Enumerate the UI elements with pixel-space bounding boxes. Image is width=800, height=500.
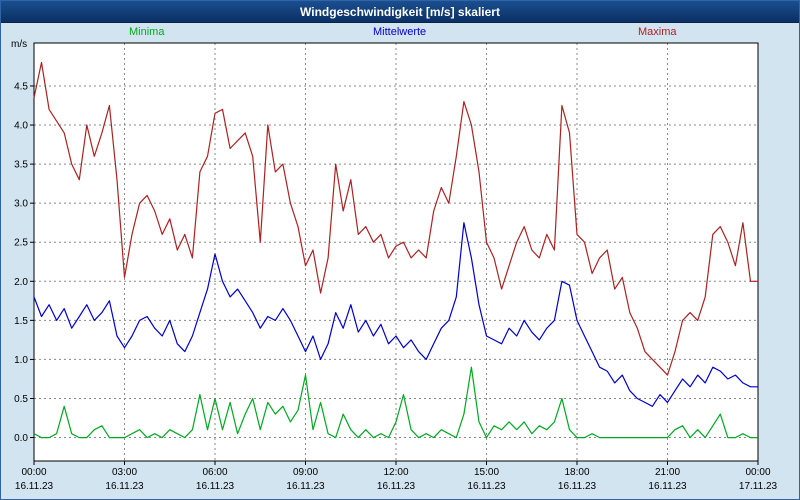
legend-maxima: Maxima (638, 26, 677, 38)
y-tick-label: 0.0 (14, 433, 28, 444)
window-title: Windgeschwindigkeit [m/s] skaliert (300, 4, 500, 19)
x-tick-time-label: 18:00 (564, 467, 589, 478)
window-titlebar: Windgeschwindigkeit [m/s] skaliert (1, 1, 799, 23)
x-tick-time-label: 00:00 (745, 467, 770, 478)
x-tick-date-label: 16.11.23 (558, 481, 597, 492)
x-tick-time-label: 12:00 (383, 467, 408, 478)
y-tick-label: 4.5 (14, 81, 28, 92)
wind-speed-line-chart: 0.0 0.5 1.0 1.5 2.0 2.5 3.0 3.5 4.0 4.5 00:00 16.11… (14, 42, 778, 492)
legend-minima: Minima (129, 26, 165, 38)
x-tick-time-label: 21:00 (655, 467, 680, 478)
x-tick-date-label: 16.11.23 (15, 481, 54, 492)
series-line-mittelwerte (33, 222, 758, 407)
x-tick-date-label: 16.11.23 (105, 481, 144, 492)
plot-border (33, 42, 759, 462)
y-tick-label: 3.5 (14, 160, 28, 171)
y-axis-unit-label: m/s (11, 39, 28, 50)
x-tick-time-label: 06:00 (202, 467, 227, 478)
x-tick-time-label: 03:00 (112, 467, 137, 478)
x-tick-date-label: 16.11.23 (648, 481, 687, 492)
x-tick-time-label: 09:00 (293, 467, 318, 478)
y-tick-label: 1.5 (14, 316, 28, 327)
y-tick-label: 3.0 (14, 199, 28, 210)
x-tick-date-label: 16.11.23 (286, 481, 325, 492)
y-tick-label: 1.0 (14, 355, 28, 366)
x-tick-time-label: 00:00 (21, 467, 46, 478)
series-line-maxima (33, 61, 758, 376)
x-tick-date-label: 16.11.23 (467, 481, 506, 492)
y-tick-label: 2.5 (14, 238, 28, 249)
plot-background (34, 43, 758, 461)
y-tick-label: 2.0 (14, 277, 28, 288)
series-line-minima (33, 366, 758, 439)
y-tick-label: 0.5 (14, 394, 28, 405)
x-tick-date-label: 17.11.23 (739, 481, 778, 492)
y-tick-label: 4.0 (14, 121, 28, 132)
chart-area: Minima Mittelwerte Maxima m/s 0.0 0.5 1.0 1… (1, 23, 799, 499)
legend-mittelwerte: Mittelwerte (373, 26, 427, 38)
x-tick-date-label: 16.11.23 (377, 481, 416, 492)
x-tick-date-label: 16.11.23 (196, 481, 235, 492)
x-tick-time-label: 15:00 (474, 467, 499, 478)
